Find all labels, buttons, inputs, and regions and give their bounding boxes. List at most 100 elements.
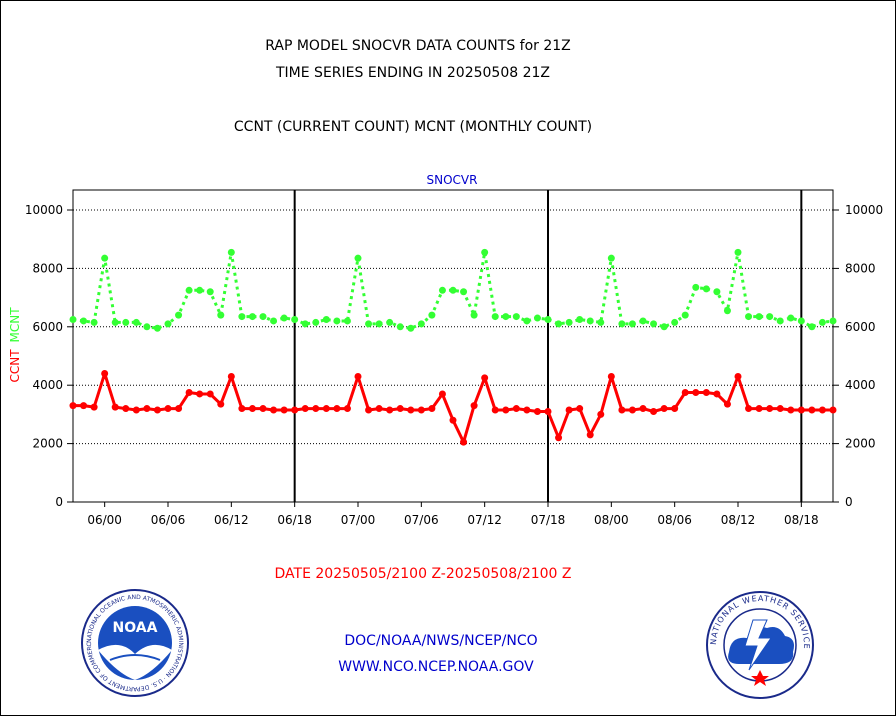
mcnt-point: [248, 313, 256, 321]
mcnt-point: [544, 316, 552, 323]
y-axis-label-ccnt: CCNT: [8, 349, 22, 383]
chart-legend-text: CCNT (CURRENT COUNT) MCNT (MONTHLY COUNT…: [233, 119, 593, 135]
ccnt-point: [449, 416, 457, 424]
series-mcnt: [69, 248, 837, 332]
ccnt-point: [818, 406, 826, 414]
ccnt-point: [101, 370, 109, 378]
org-label: DOC/NOAA/NWS/NCEP/NCO: [344, 633, 538, 649]
mcnt-point: [628, 320, 636, 328]
ccnt-point: [343, 405, 351, 413]
website-link[interactable]: WWW.NCO.NCEP.NOAA.GOV: [338, 659, 534, 675]
noaa-logo-text: NOAA: [113, 620, 158, 636]
mcnt-point: [386, 318, 394, 326]
ccnt-point: [723, 400, 731, 408]
x-tick-label: 07/06: [404, 513, 439, 527]
ccnt-point: [375, 405, 383, 413]
mcnt-point: [227, 248, 235, 256]
y-tick-label-left: 2000: [32, 437, 63, 451]
grid-lines: [73, 209, 833, 445]
mcnt-point: [153, 324, 161, 332]
ccnt-point: [650, 407, 658, 415]
ccnt-point: [692, 389, 700, 396]
ccnt-point: [333, 405, 341, 413]
ccnt-point: [132, 406, 140, 414]
mcnt-point: [586, 317, 594, 325]
ccnt-point: [396, 405, 404, 413]
ccnt-point: [607, 372, 615, 380]
y-tick-label-right: 10000: [845, 203, 883, 217]
mcnt-point: [101, 254, 109, 262]
ccnt-point: [460, 438, 468, 446]
ccnt-point: [766, 405, 774, 413]
mcnt-point: [343, 317, 351, 325]
mcnt-point: [333, 317, 341, 325]
x-tick-label: 06/00: [87, 513, 122, 527]
y-tick-label-left: 10000: [25, 203, 63, 217]
ccnt-point: [702, 389, 710, 396]
mcnt-point: [639, 317, 647, 325]
mcnt-point: [797, 317, 805, 325]
y-tick-label-right: 0: [845, 495, 853, 509]
mcnt-point: [259, 313, 267, 321]
mcnt-point: [407, 324, 415, 332]
mcnt-point: [565, 318, 573, 326]
mcnt-point: [618, 320, 626, 328]
mcnt-point: [713, 288, 721, 296]
ccnt-point: [544, 407, 552, 415]
mcnt-point: [417, 320, 425, 328]
ccnt-point: [407, 406, 415, 414]
ccnt-point: [69, 402, 77, 410]
ccnt-point: [196, 390, 204, 398]
ccnt-point: [153, 406, 161, 414]
ccnt-point: [185, 389, 193, 396]
mcnt-point: [523, 317, 531, 325]
x-tick-label: 08/12: [721, 513, 756, 527]
ccnt-point: [291, 406, 299, 414]
ccnt-point: [797, 406, 805, 414]
ccnt-point: [565, 406, 573, 414]
ccnt-point: [417, 406, 425, 414]
tick-labels: 0 0 2000 2000 4000 4000 6000 6000 8000 8000 10000 1…: [25, 203, 883, 527]
mcnt-point: [238, 313, 246, 321]
mcnt-point: [206, 288, 214, 296]
mcnt-point: [671, 318, 679, 326]
mcnt-point: [365, 320, 373, 328]
ccnt-point: [586, 431, 594, 439]
mcnt-point: [734, 248, 742, 256]
ccnt-point: [829, 406, 837, 414]
mcnt-point: [808, 323, 816, 331]
mcnt-point: [185, 286, 193, 294]
x-tick-label: 06/18: [277, 513, 312, 527]
mcnt-point: [291, 316, 299, 323]
mcnt-point: [481, 248, 489, 256]
mcnt-point: [175, 311, 183, 319]
ccnt-point: [354, 372, 362, 380]
mcnt-point: [745, 313, 753, 321]
mcnt-point: [692, 283, 700, 291]
x-tick-label: 08/18: [784, 513, 819, 527]
mcnt-point: [449, 286, 457, 294]
ccnt-point: [671, 405, 679, 413]
mcnt-point: [597, 318, 605, 326]
x-tick-label: 08/06: [657, 513, 692, 527]
mcnt-point: [196, 286, 204, 294]
mcnt-point: [312, 318, 320, 326]
y-axis-label-mcnt: MCNT: [8, 307, 22, 343]
mcnt-point: [576, 316, 584, 323]
mcnt-point: [132, 318, 140, 326]
ccnt-point: [143, 405, 151, 413]
ccnt-point: [259, 405, 267, 413]
ccnt-point: [523, 406, 531, 414]
ccnt-point: [301, 405, 309, 413]
ccnt-point: [755, 405, 763, 413]
x-tick-label: 07/12: [467, 513, 502, 527]
ccnt-point: [512, 405, 520, 413]
ccnt-point: [628, 406, 636, 414]
mcnt-point: [502, 313, 510, 321]
mcnt-point: [301, 320, 309, 328]
nws-logo: NATIONAL WEATHER SERVICE: [706, 591, 814, 699]
ccnt-point: [248, 405, 256, 413]
y-tick-label-right: 6000: [845, 320, 876, 334]
ccnt-point: [438, 390, 446, 398]
